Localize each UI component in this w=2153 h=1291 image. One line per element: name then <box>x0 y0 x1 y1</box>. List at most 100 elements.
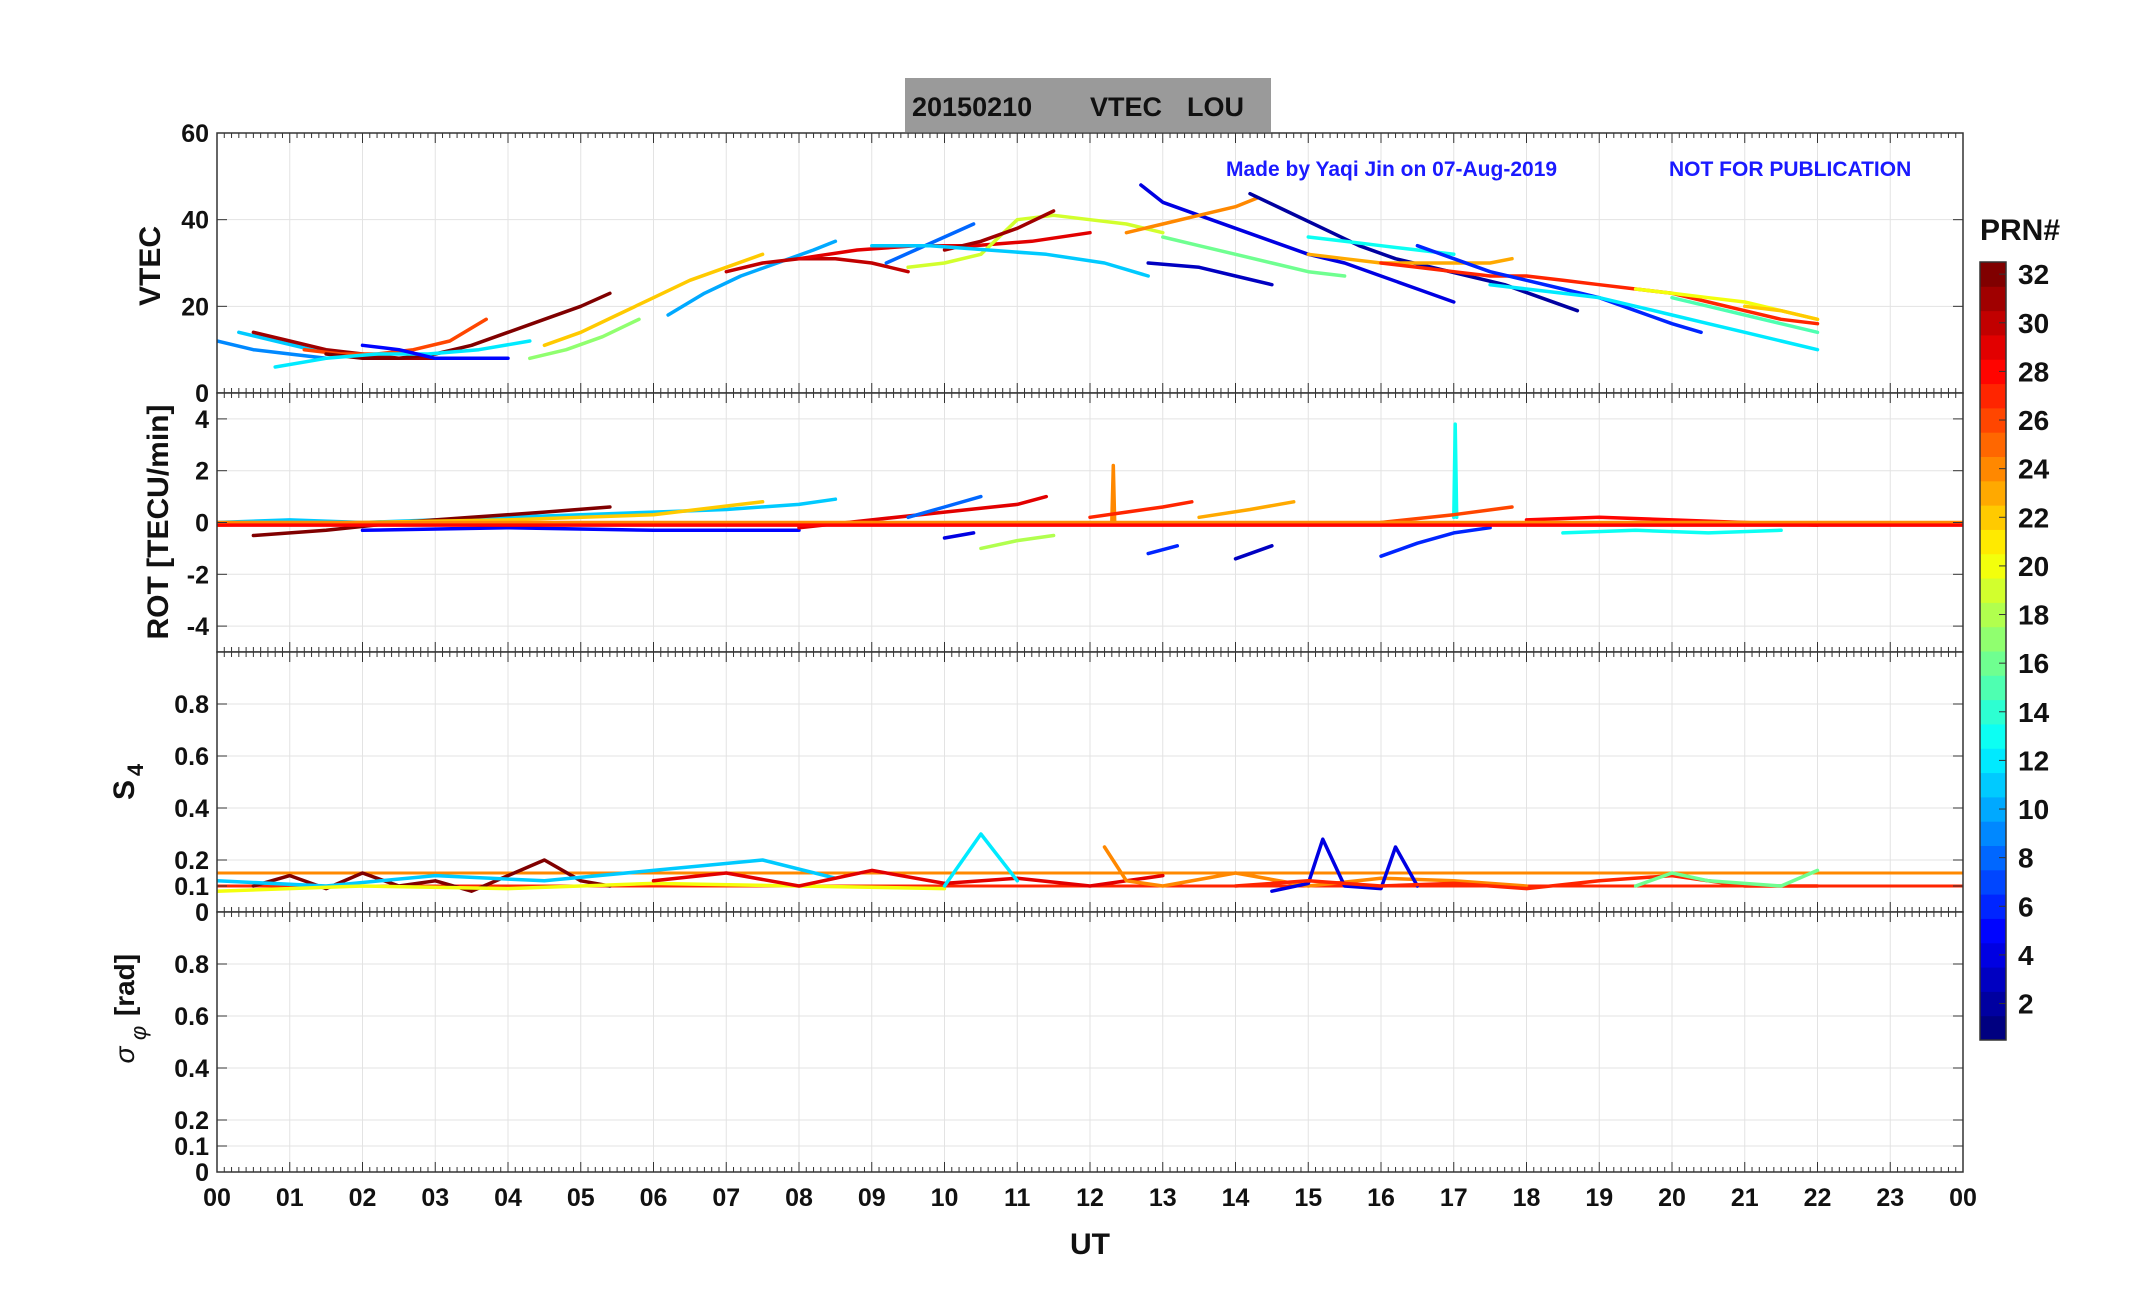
x-tick-label: 19 <box>1585 1184 1613 1212</box>
series-line <box>1561 528 1783 535</box>
y-tick-label: 40 <box>181 207 209 235</box>
colorbar-segment <box>1980 675 2006 701</box>
ylabel-vtec: VTEC <box>134 226 167 306</box>
x-tick-label: 09 <box>858 1184 886 1212</box>
y-tick-label: 0 <box>195 899 209 927</box>
y-tick-label: 0.8 <box>174 691 209 719</box>
series-line <box>1306 252 1514 265</box>
colorbar-segment <box>1980 967 2006 992</box>
y-tick-label: 20 <box>181 293 209 321</box>
series-line <box>1197 500 1296 520</box>
y-tick-label: 0.8 <box>174 951 209 979</box>
series-line <box>1102 845 1529 888</box>
y-tick-label: 2 <box>195 458 209 486</box>
colorbar-segment <box>1980 626 2006 652</box>
x-tick-label: 05 <box>567 1184 595 1212</box>
series-group <box>217 832 1963 893</box>
x-tick-label: 21 <box>1731 1184 1759 1212</box>
colorbar-tick-label: 26 <box>2018 405 2049 436</box>
series-line <box>666 239 838 317</box>
series-line <box>360 525 801 533</box>
colorbar-segment <box>1980 286 2006 312</box>
series-line <box>1146 544 1180 556</box>
series-line <box>1124 196 1260 235</box>
colorbar-tick-label: 10 <box>2018 794 2049 825</box>
series-line <box>724 256 910 274</box>
colorbar-label: PRN# <box>1980 214 2060 247</box>
series-line <box>324 291 612 361</box>
panel-rot: -4 -2 0 2 4 <box>187 392 1964 653</box>
series-line <box>542 252 765 348</box>
x-tick-label: 00 <box>203 1184 231 1212</box>
series-line <box>1452 422 1459 520</box>
x-tick-label: 01 <box>276 1184 304 1212</box>
series-line <box>1379 261 1820 326</box>
y-tick-label: 0 <box>195 510 209 538</box>
y-tick-label: 0.6 <box>174 743 209 771</box>
series-line <box>942 832 1020 888</box>
colorbar-tick-label: 2 <box>2018 989 2034 1020</box>
ylabel-s4-sub: 4 <box>123 763 148 776</box>
colorbar-tick-label: 14 <box>2018 697 2050 728</box>
y-tick-label: 4 <box>195 406 209 434</box>
x-tick-label: 07 <box>712 1184 740 1212</box>
series-line <box>906 494 983 520</box>
colorbar-tick-label: 8 <box>2018 843 2034 874</box>
ylabel-sigma-sub: φ <box>126 1026 151 1040</box>
series-line <box>942 531 976 540</box>
series-line <box>1146 261 1274 287</box>
y-tick-label: 0.1 <box>174 1133 209 1161</box>
series-line <box>1139 183 1456 304</box>
x-tick-label: 00 <box>1949 1184 1977 1212</box>
series-line <box>1110 463 1117 525</box>
colorbar-tick-label: 12 <box>2018 745 2049 776</box>
colorbar-segment <box>1980 772 2006 798</box>
colorbar-tick-label: 24 <box>2018 454 2050 485</box>
title-box <box>905 78 1271 132</box>
x-tick-label: 11 <box>1004 1184 1031 1212</box>
series-line <box>651 868 1165 888</box>
series-line <box>942 209 1056 252</box>
x-tick-label: 17 <box>1440 1184 1468 1212</box>
colorbar-segment <box>1980 529 2006 555</box>
colorbar-tick-label: 20 <box>2018 551 2049 582</box>
y-tick-label: 60 <box>181 120 209 148</box>
panel-s4: 00.10.2 0.4 0.6 0.8 <box>174 651 1964 927</box>
colorbar-tick-label: 32 <box>2018 259 2049 290</box>
ylabel-sigma-phi: σ φ [rad] <box>109 954 151 1064</box>
series-line <box>528 317 641 361</box>
series-line <box>360 343 510 361</box>
x-tick-label: 06 <box>640 1184 668 1212</box>
series-group <box>217 422 1963 561</box>
title-kind: VTEC <box>1090 92 1162 122</box>
ylabel-sigma-main: σ <box>109 1045 140 1063</box>
colorbar-tick-label: 22 <box>2018 502 2049 533</box>
series-line <box>1088 500 1194 520</box>
colorbar-segment <box>1980 869 2006 895</box>
y-tick-label: 0.6 <box>174 1003 209 1031</box>
series-line <box>979 533 1056 551</box>
y-tick-label: 0 <box>195 380 209 408</box>
series-line <box>1670 295 1820 335</box>
y-tick-label: 0.2 <box>174 1107 209 1135</box>
panel-vtec: 0 20 40 60 <box>181 120 1964 408</box>
x-tick-label: 23 <box>1876 1184 1904 1212</box>
colorbar-frame <box>1979 261 2007 1041</box>
series-line <box>884 222 976 265</box>
x-tick-label: 04 <box>494 1184 522 1212</box>
colorbar-segment <box>1980 821 2006 846</box>
x-tick-label: 18 <box>1513 1184 1541 1212</box>
colorbar-tick-label: 28 <box>2018 356 2049 387</box>
series-line <box>1379 525 1492 558</box>
ylabel-rot: ROT [TECU/min] <box>142 405 175 640</box>
colorbar-segment <box>1980 578 2006 603</box>
ylabel-s4: S 4 <box>108 763 148 800</box>
x-tick-label: 14 <box>1222 1184 1250 1212</box>
colorbar-tick-label: 18 <box>2018 600 2049 631</box>
colorbar-segment <box>1980 383 2006 409</box>
x-tick-label: 10 <box>931 1184 959 1212</box>
xlabel: UT <box>1070 1228 1110 1261</box>
y-tick-label: 0 <box>195 1159 209 1187</box>
